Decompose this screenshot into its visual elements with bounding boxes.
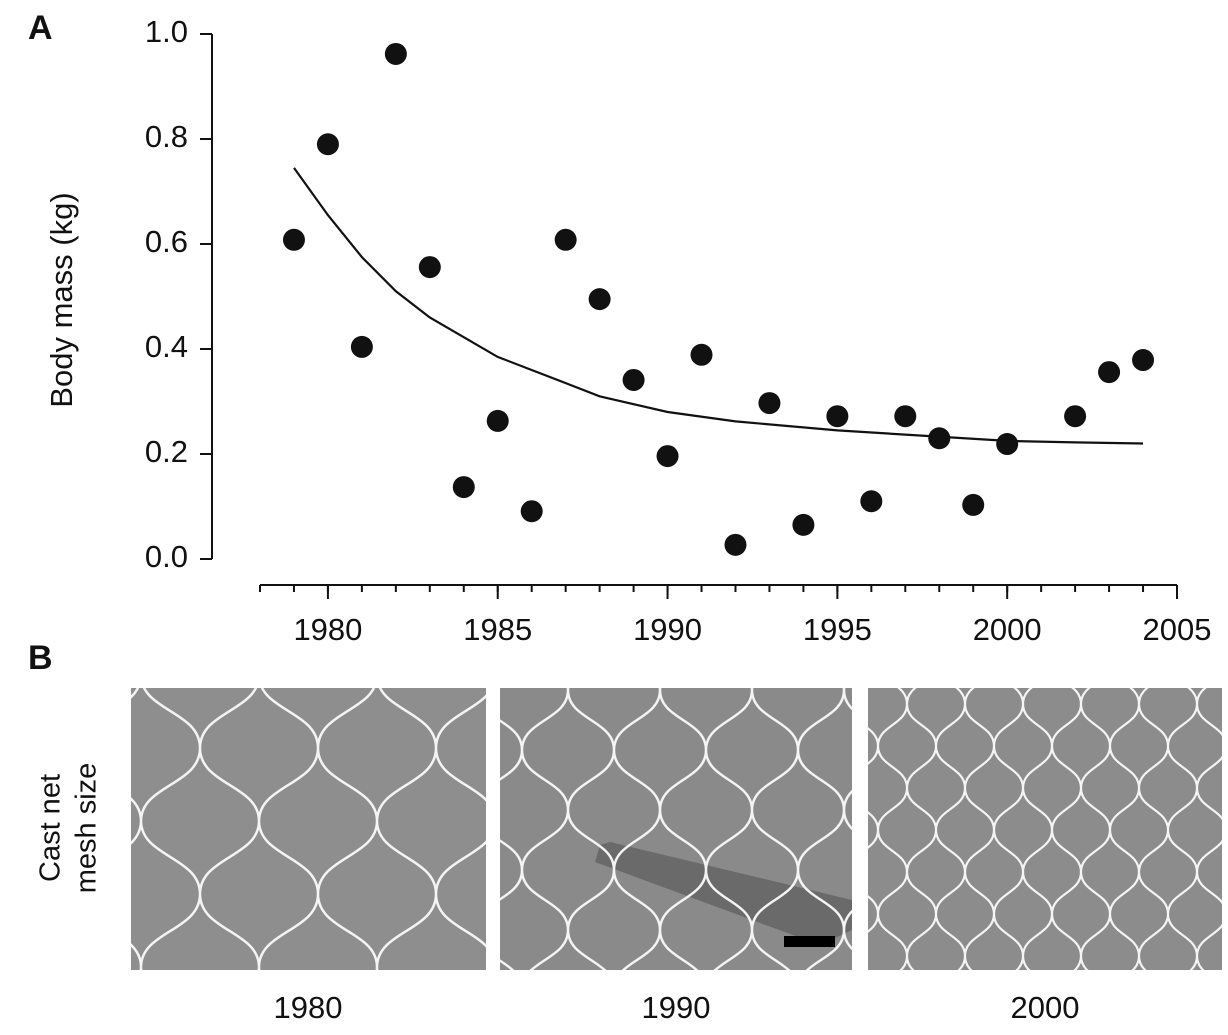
- data-point: [1132, 349, 1155, 372]
- data-point: [622, 368, 645, 391]
- panel-label: B: [28, 639, 53, 677]
- data-point: [282, 228, 305, 251]
- data-point: [384, 42, 407, 65]
- y-axis-label: Body mass (kg): [44, 192, 79, 407]
- x-tick-label: 1985: [463, 612, 532, 647]
- data-point: [928, 427, 951, 450]
- x-tick-label: 1990: [633, 612, 702, 647]
- data-point: [724, 533, 747, 556]
- data-point: [1064, 405, 1087, 428]
- data-point: [554, 228, 577, 251]
- x-tick-label: 1980: [293, 612, 362, 647]
- data-point: [792, 513, 815, 536]
- data-point: [962, 493, 985, 516]
- photo: [131, 688, 486, 970]
- x-tick-label: 1995: [803, 612, 872, 647]
- y-tick-label: 0.2: [145, 434, 188, 469]
- data-point: [996, 433, 1019, 456]
- data-point: [418, 256, 441, 279]
- y-axis-label: Cast net: [35, 774, 67, 882]
- y-axis-label: mesh size: [71, 763, 103, 894]
- data-point: [316, 133, 339, 156]
- y-tick-label: 1.0: [145, 14, 188, 49]
- data-point: [690, 343, 713, 366]
- y-tick-label: 0.8: [145, 119, 188, 154]
- x-tick-label: 2005: [1143, 612, 1212, 647]
- photo-caption: 2000: [1011, 990, 1080, 1025]
- fit-line: [293, 167, 1144, 445]
- data-point: [588, 288, 611, 311]
- y-tick-label: 0.0: [145, 539, 188, 574]
- data-point: [860, 490, 883, 513]
- data-point: [656, 445, 679, 468]
- data-point: [894, 405, 917, 428]
- panel-label: A: [28, 9, 53, 47]
- data-point: [350, 335, 373, 358]
- photo: [500, 688, 852, 970]
- data-point: [826, 405, 849, 428]
- photo-caption: 1980: [274, 990, 343, 1025]
- data-point: [1098, 361, 1121, 384]
- photo: [868, 688, 1222, 970]
- data-point: [452, 476, 475, 499]
- x-tick-label: 2000: [973, 612, 1042, 647]
- data-point: [520, 500, 543, 523]
- y-tick-label: 0.4: [145, 329, 188, 364]
- y-tick-label: 0.6: [145, 224, 188, 259]
- data-point: [486, 409, 509, 432]
- data-point: [758, 392, 781, 415]
- photo-caption: 1990: [642, 990, 711, 1025]
